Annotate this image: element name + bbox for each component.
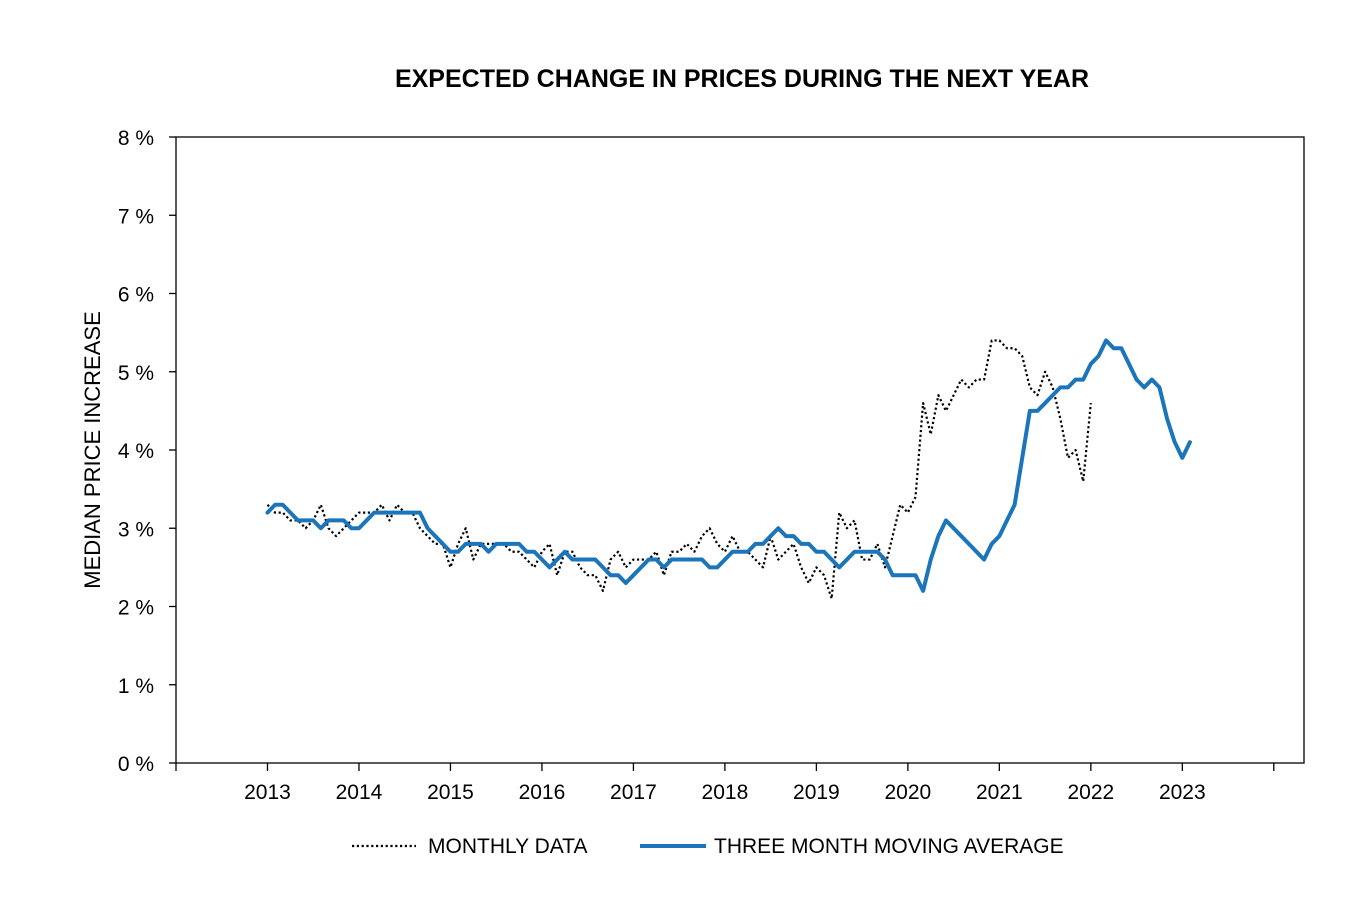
x-tick-label: 2019 <box>793 781 840 804</box>
series-lines <box>265 338 1192 600</box>
x-axis: 2013 2014 2015 2016 2017 2018 2019 2020 2021 2022… <box>175 763 1275 804</box>
y-tick-label: 2 % <box>118 597 154 620</box>
x-tick-label: 2017 <box>610 781 657 804</box>
y-axis: 0 % 1 % 2 % 3 % 4 % 5 % 6 % 7 % 8 % <box>118 127 176 776</box>
y-tick-label: 7 % <box>118 205 154 228</box>
y-axis-label: MEDIAN PRICE INCREASE <box>80 311 105 589</box>
legend-label-monthly-data: MONTHLY DATA <box>428 835 587 858</box>
y-tick-label: 4 % <box>118 440 154 463</box>
chart-title: EXPECTED CHANGE IN PRICES DURING THE NEX… <box>395 65 1089 93</box>
y-tick-label: 1 % <box>118 675 154 698</box>
x-tick-label: 2014 <box>336 781 383 804</box>
y-tick-label: 3 % <box>118 518 154 541</box>
x-tick-label: 2015 <box>427 781 474 804</box>
x-tick-label: 2023 <box>1159 781 1206 804</box>
legend-label-moving-average: THREE MONTH MOVING AVERAGE <box>714 835 1064 858</box>
x-tick-label: 2022 <box>1067 781 1114 804</box>
x-tick-label: 2020 <box>885 781 932 804</box>
y-tick-label: 8 % <box>118 127 154 150</box>
x-tick-label: 2016 <box>519 781 566 804</box>
x-tick-label: 2013 <box>244 781 291 804</box>
series-line-moving-average <box>265 338 1192 593</box>
legend: MONTHLY DATA THREE MONTH MOVING AVERAGE <box>352 835 1064 858</box>
y-tick-label: 0 % <box>118 753 154 776</box>
x-tick-label: 2018 <box>702 781 749 804</box>
plot-area-frame <box>175 136 1305 764</box>
y-tick-label: 5 % <box>118 362 154 385</box>
x-tick-label: 2021 <box>976 781 1023 804</box>
y-tick-label: 6 % <box>118 284 154 307</box>
